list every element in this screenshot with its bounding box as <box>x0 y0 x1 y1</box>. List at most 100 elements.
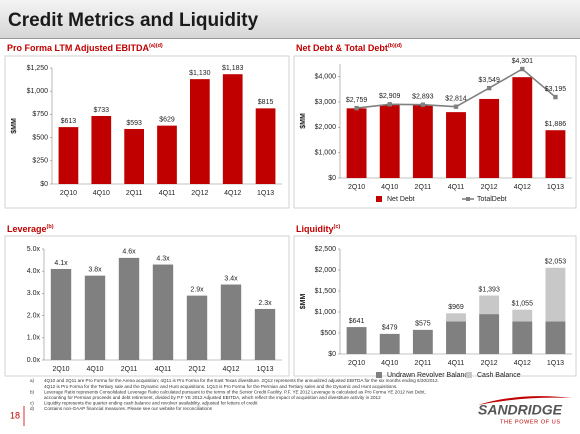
x-tick-label: 2Q11 <box>415 184 432 191</box>
y-tick-label: $1,500 <box>315 288 337 295</box>
x-tick-label: 4Q12 <box>514 184 531 191</box>
line-marker <box>486 85 492 91</box>
footnote-line: accounting for Permian proceeds and debt… <box>44 395 381 400</box>
line-marker <box>420 102 426 107</box>
x-tick-label: 2Q12 <box>188 366 205 373</box>
y-tick-label: 4.0x <box>27 268 41 275</box>
footnote-line: Leverage Ratio represents Consolidated L… <box>44 389 426 394</box>
y-tick-label: $2,000 <box>315 124 337 131</box>
bar <box>157 125 177 184</box>
bar <box>50 268 72 360</box>
footnote-marker: a) <box>30 378 35 383</box>
y-tick-label: $2,000 <box>315 267 337 274</box>
line-marker <box>453 104 459 109</box>
y-tick-label: 0.0x <box>27 357 41 364</box>
bar <box>152 264 174 360</box>
bar <box>412 329 433 354</box>
total-label: $1,055 <box>512 301 534 308</box>
bar <box>545 130 566 178</box>
bar <box>479 98 500 178</box>
bar <box>124 128 144 184</box>
value-label: $613 <box>61 118 77 125</box>
bar <box>186 295 208 360</box>
footnote-line: Liquidity represents the quarter ending … <box>44 401 258 406</box>
value-label: $2,814 <box>445 96 467 103</box>
y-tick-label: $3,000 <box>315 99 337 106</box>
line-marker <box>387 102 392 107</box>
panel-title-note: (c) <box>334 224 341 230</box>
panel-title: Liquidity(c) <box>296 224 340 234</box>
total-label: $575 <box>415 321 431 328</box>
legend-label: Net Debt <box>387 196 415 203</box>
bar <box>379 333 400 354</box>
value-label: $2,893 <box>412 94 434 101</box>
footnote-marker: b) <box>30 389 35 394</box>
panel-title-note: (a)(d) <box>149 43 163 49</box>
bar <box>220 284 242 360</box>
line-marker <box>553 94 558 100</box>
bar <box>446 313 466 322</box>
value-label: 4.6x <box>122 249 136 256</box>
panel-title-text: Liquidity <box>296 224 334 234</box>
bar <box>412 105 433 178</box>
legend-swatch <box>376 196 382 202</box>
legend-label: TotalDebt <box>477 196 507 203</box>
bar <box>512 321 533 354</box>
x-tick-label: 2Q10 <box>60 190 77 197</box>
panel-frame <box>4 235 290 377</box>
bar <box>446 112 466 178</box>
value-label: $4,301 <box>512 58 534 65</box>
y-tick-label: $1,000 <box>315 309 337 316</box>
legend-label: Undrawn Revolver Balance <box>387 372 472 379</box>
value-label: 2.3x <box>258 300 272 307</box>
line-marker <box>520 66 525 72</box>
x-tick-label: 2Q12 <box>481 184 498 191</box>
value-label: $2,759 <box>346 97 368 104</box>
y-tick-label: $1,000 <box>27 88 49 95</box>
panel-frame <box>4 55 290 209</box>
logo-swoosh <box>478 396 572 405</box>
panel-title-text: Pro Forma LTM Adjusted EBITDA <box>7 43 150 53</box>
x-tick-label: 4Q11 <box>155 366 172 373</box>
y-tick-label: $500 <box>320 330 336 337</box>
value-label: $2,909 <box>379 93 401 100</box>
bar <box>84 275 106 360</box>
line-marker <box>354 105 359 111</box>
x-tick-label: 4Q10 <box>93 190 110 197</box>
bar <box>512 309 533 322</box>
value-label: $3,195 <box>545 86 567 93</box>
x-tick-label: 2Q12 <box>191 190 208 197</box>
bar <box>118 257 140 360</box>
logo-tagline: THE POWER OF US <box>500 419 561 425</box>
x-tick-label: 2Q10 <box>52 366 69 373</box>
panel-title-text: Leverage <box>7 224 47 234</box>
bar <box>446 321 466 354</box>
bar <box>222 74 243 184</box>
y-tick-label: $250 <box>32 158 48 165</box>
bar <box>545 267 566 322</box>
y-tick-label: 5.0x <box>27 246 41 253</box>
y-axis-label: $MM <box>11 118 18 134</box>
y-tick-label: $1,250 <box>27 65 49 72</box>
total-label: $641 <box>349 318 365 325</box>
y-tick-label: 1.0x <box>27 335 41 342</box>
panel-title: Net Debt & Total Debt(b)(d) <box>296 43 402 53</box>
footnote-marker: c) <box>30 401 34 406</box>
x-tick-label: 4Q11 <box>159 190 176 197</box>
value-label: $1,183 <box>222 65 244 72</box>
bar <box>545 321 566 354</box>
bar <box>479 295 500 315</box>
value-label: 4.3x <box>156 255 170 262</box>
legend-swatch-marker <box>466 197 470 201</box>
bar <box>479 314 500 354</box>
panel-title-note: (b) <box>47 224 54 230</box>
title-bar <box>0 0 580 38</box>
value-label: 2.9x <box>190 286 204 293</box>
x-tick-label: 1Q13 <box>257 190 274 197</box>
x-tick-label: 4Q10 <box>86 366 103 373</box>
value-label: 3.4x <box>224 275 238 282</box>
x-tick-label: 2Q11 <box>126 190 143 197</box>
x-tick-label: 4Q12 <box>224 190 241 197</box>
value-label: $1,130 <box>189 70 211 77</box>
